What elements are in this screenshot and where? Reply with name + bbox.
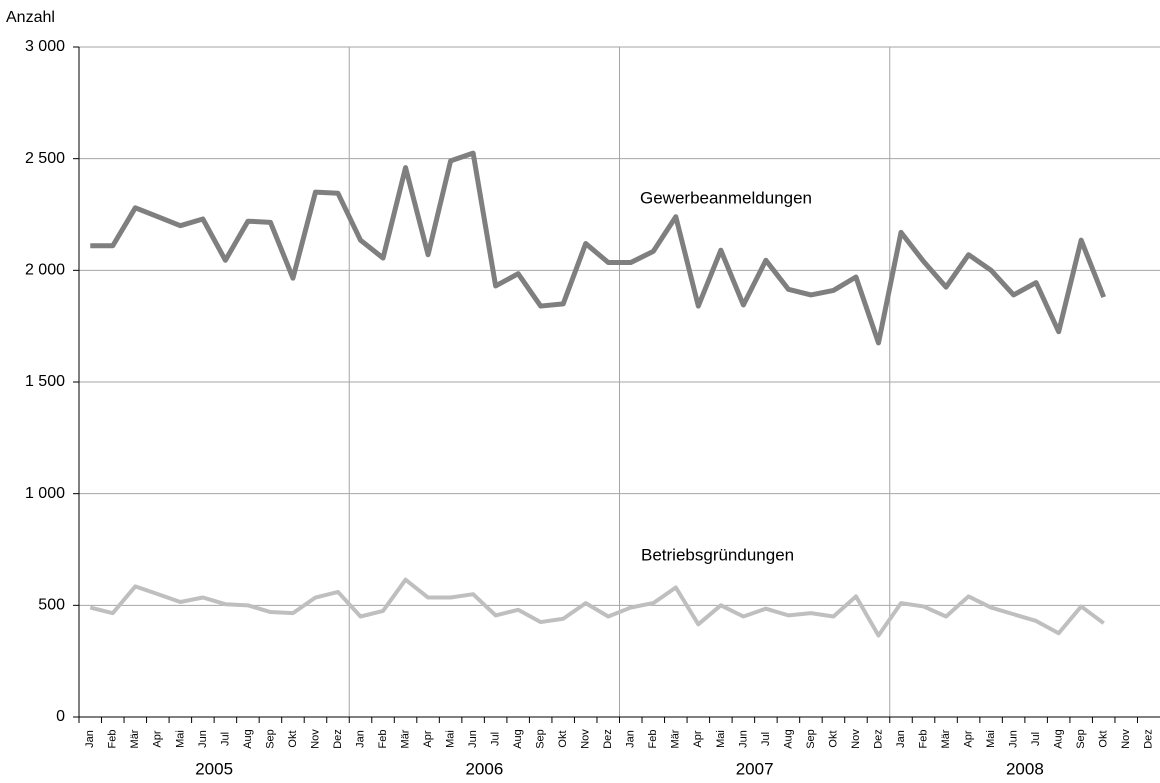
x-tick-label: Dez [872,729,884,749]
x-tick-label: Sep [805,729,817,749]
x-tick-label: Mär [670,729,682,748]
x-tick-label: Jun [197,730,209,748]
x-tick-label: Aug [782,729,794,749]
x-tick-label: Feb [377,730,389,749]
x-tick-label: Jun [1008,730,1020,748]
series-line [89,577,1105,638]
x-tick-label: Jan [625,730,637,748]
x-tick-label: Jul [490,732,502,746]
x-tick-label: Nov [309,729,321,749]
y-axis-label: Anzahl [6,9,55,26]
x-tick-label: Feb [107,730,119,749]
x-tick-label: Jan [895,730,907,748]
x-tick-label: Sep [1075,729,1087,749]
x-tick-label: Aug [1053,729,1065,749]
year-label: 2005 [195,759,233,778]
x-tick-label: Dez [332,729,344,749]
x-tick-label: Aug [512,729,524,749]
x-tick-label: Mär [399,729,411,748]
y-tick-label: 0 [56,708,65,725]
x-tick-label: Okt [287,730,299,747]
x-tick-label: Nov [1120,729,1132,749]
x-tick-label: Mai [174,730,186,748]
year-label: 2007 [736,759,774,778]
x-tick-label: Jul [1030,732,1042,746]
x-tick-label: Feb [917,730,929,749]
x-tick-label: Jul [219,732,231,746]
y-tick-label: 1 000 [25,485,65,502]
y-tick-label: 1 500 [25,373,65,390]
x-tick-label: Nov [580,729,592,749]
x-tick-label: Okt [557,730,569,747]
x-tick-label: Jan [84,730,96,748]
x-tick-label: Dez [602,729,614,749]
x-tick-label: Apr [422,730,434,747]
x-tick-label: Mai [445,730,457,748]
x-tick-label: Okt [827,730,839,747]
x-tick-label: Sep [535,729,547,749]
x-tick-label: Feb [647,730,659,749]
x-tick-label: Mai [715,730,727,748]
x-tick-label: Apr [962,730,974,747]
x-tick-label: Dez [1143,729,1155,749]
x-tick-label: Mai [985,730,997,748]
x-tick-label: Apr [152,730,164,747]
x-tick-label: Jun [467,730,479,748]
y-tick-label: 2 500 [25,150,65,167]
series-line [90,150,1107,346]
y-tick-label: 2 000 [25,262,65,279]
series-label: Gewerbeanmeldungen [640,188,812,207]
x-tick-label: Nov [850,729,862,749]
x-tick-label: Apr [692,730,704,747]
y-tick-label: 3 000 [25,38,65,55]
x-tick-label: Aug [242,729,254,749]
y-tick-label: 500 [38,597,65,614]
x-tick-label: Sep [264,729,276,749]
x-tick-label: Jan [354,730,366,748]
x-tick-label: Mär [940,729,952,748]
year-label: 2008 [1006,759,1044,778]
series-label: Betriebsgründungen [641,545,794,564]
year-label: 2006 [465,759,503,778]
x-tick-label: Okt [1098,730,1110,747]
x-tick-label: Jul [760,732,772,746]
x-tick-label: Mär [129,729,141,748]
x-tick-label: Jun [737,730,749,748]
